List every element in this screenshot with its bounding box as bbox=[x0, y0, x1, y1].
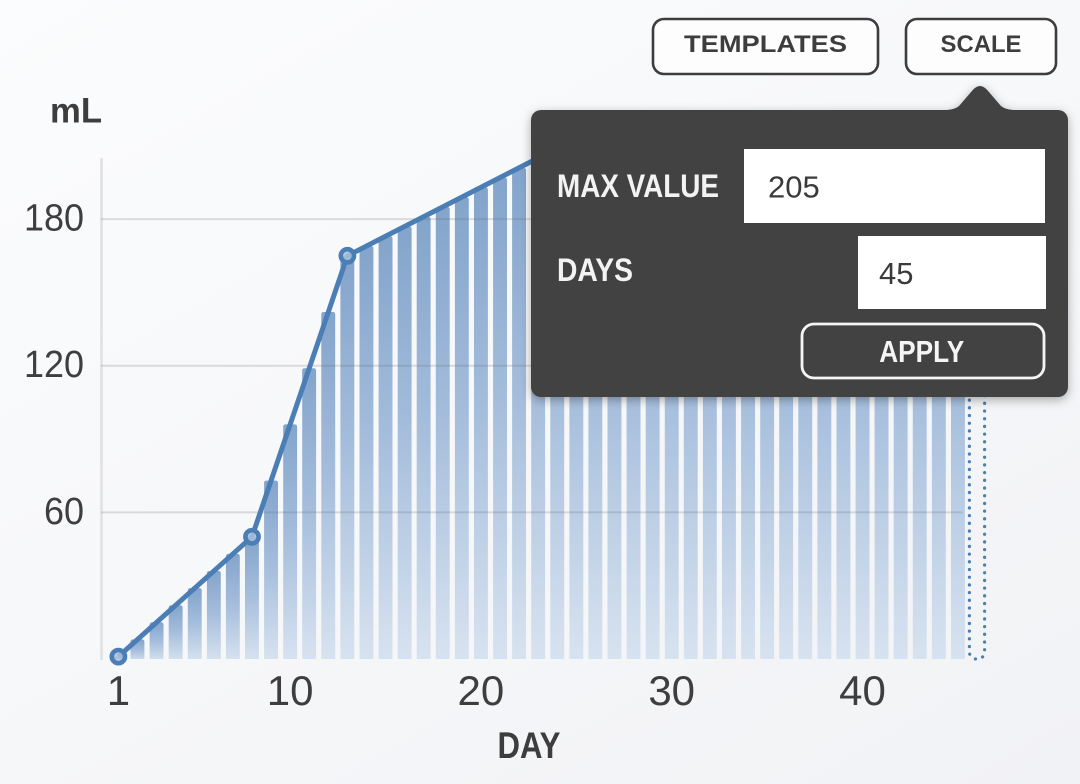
svg-text:30: 30 bbox=[648, 667, 695, 714]
svg-text:120: 120 bbox=[24, 344, 84, 386]
svg-text:MAX VALUE: MAX VALUE bbox=[557, 168, 719, 204]
svg-text:APPLY: APPLY bbox=[879, 335, 964, 369]
svg-text:40: 40 bbox=[839, 667, 886, 714]
svg-text:10: 10 bbox=[267, 667, 314, 714]
svg-text:20: 20 bbox=[458, 667, 505, 714]
svg-text:45: 45 bbox=[879, 256, 913, 291]
svg-text:1: 1 bbox=[107, 667, 130, 714]
svg-text:180: 180 bbox=[24, 198, 84, 240]
svg-text:SCALE: SCALE bbox=[941, 31, 1022, 58]
svg-text:DAYS: DAYS bbox=[557, 252, 633, 288]
svg-text:60: 60 bbox=[44, 491, 84, 533]
svg-text:205: 205 bbox=[768, 170, 820, 205]
svg-text:mL: mL bbox=[50, 92, 102, 131]
svg-text:TEMPLATES: TEMPLATES bbox=[684, 31, 847, 58]
svg-text:DAY: DAY bbox=[498, 725, 561, 766]
